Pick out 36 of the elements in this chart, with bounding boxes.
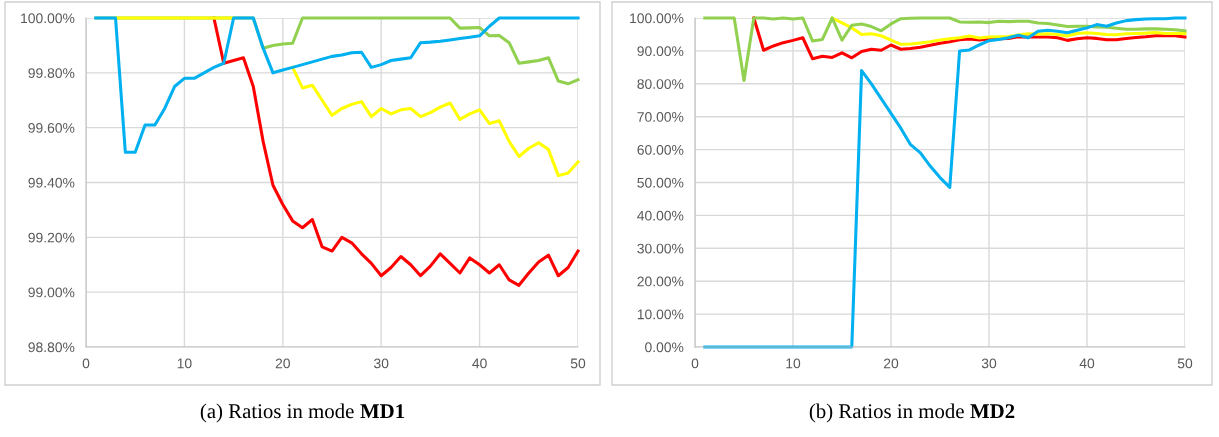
text: (a) Ratios in mode MD1 xyxy=(200,403,405,423)
text: (b) Ratios in mode MD2 xyxy=(809,403,1015,423)
y-tick-label: 70.00% xyxy=(637,112,684,122)
x-tick-label: 40 xyxy=(1079,358,1095,369)
y-tick-label: 98.80% xyxy=(28,342,75,353)
line-series xyxy=(94,16,580,154)
y-tick-label: 99.40% xyxy=(28,177,75,188)
line-series xyxy=(752,16,1187,61)
y-tick-label: 20.00% xyxy=(637,276,684,287)
x-tick-label: 30 xyxy=(374,358,389,369)
y-tick-label: 40.00% xyxy=(637,210,684,221)
line-series xyxy=(830,16,1187,46)
y-tick-label: 100.00% xyxy=(630,13,684,24)
y-tick-label: 0.00% xyxy=(645,342,684,353)
x-tick-label: 20 xyxy=(883,358,899,369)
y-tick-label: 99.60% xyxy=(28,123,75,133)
y-tick-label: 99.80% xyxy=(28,68,75,78)
x-tick-label: 10 xyxy=(786,358,801,369)
x-tick-label: 30 xyxy=(981,358,997,369)
y-tick-label: 60.00% xyxy=(637,144,684,155)
y-tick-label: 50.00% xyxy=(637,177,684,188)
x-tick-label: 0 xyxy=(82,358,90,369)
y-tick-label: 100.00% xyxy=(21,13,75,24)
y-tick-label: 99.00% xyxy=(28,287,75,298)
x-tick-label: 50 xyxy=(570,358,586,369)
x-tick-label: 10 xyxy=(177,358,192,369)
y-tick-label: 99.20% xyxy=(28,232,75,243)
x-tick-label: 40 xyxy=(472,358,487,369)
y-tick-label: 10.00% xyxy=(637,309,684,320)
x-tick-label: 50 xyxy=(1177,358,1193,369)
line-series xyxy=(703,16,1187,83)
x-tick-label: 0 xyxy=(691,358,699,369)
y-tick-label: 30.00% xyxy=(637,243,684,254)
y-tick-label: 90.00% xyxy=(637,46,684,57)
x-tick-label: 20 xyxy=(275,358,290,369)
y-tick-label: 80.00% xyxy=(637,79,684,89)
